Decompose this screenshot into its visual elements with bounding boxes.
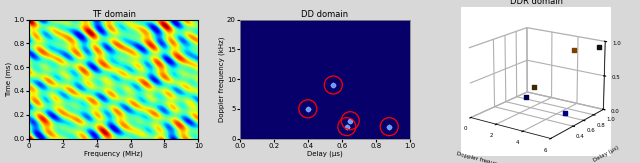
Title: DD domain: DD domain [301, 10, 348, 19]
Y-axis label: Doppler frequency (kHz): Doppler frequency (kHz) [219, 36, 225, 122]
X-axis label: Delay (μs): Delay (μs) [307, 150, 342, 157]
Y-axis label: Time (ms): Time (ms) [6, 61, 12, 97]
Title: DDR domain: DDR domain [509, 0, 563, 6]
X-axis label: Frequency (MHz): Frequency (MHz) [84, 150, 143, 157]
Y-axis label: Delay (μs): Delay (μs) [593, 145, 620, 163]
X-axis label: Doppler frequency (kHz): Doppler frequency (kHz) [456, 151, 522, 163]
Title: TF domain: TF domain [92, 10, 136, 19]
